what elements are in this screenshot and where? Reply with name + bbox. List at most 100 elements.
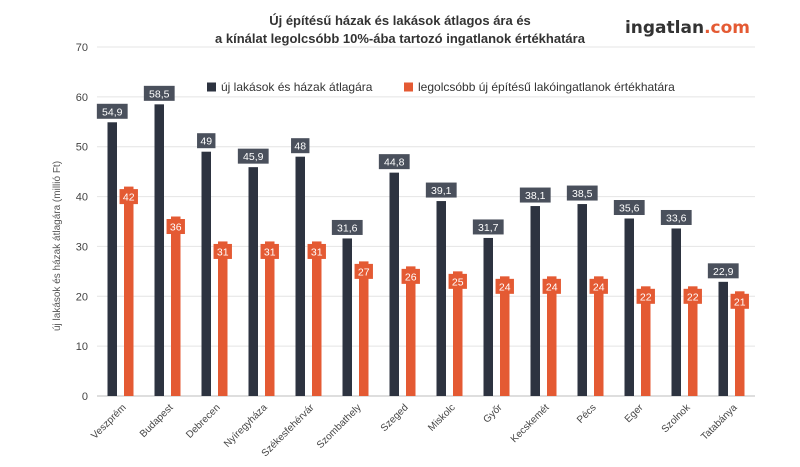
data-label: 21 (730, 293, 749, 309)
legend-swatch (404, 82, 413, 92)
bar-cheapest-threshold (688, 286, 698, 396)
chart-title-line-2: a kínálat legolcsóbb 10%-ába tartozó ing… (215, 31, 586, 46)
bars (107, 104, 745, 396)
data-label: 24 (589, 278, 608, 294)
legend-label: új lakások és házak átlagára (221, 80, 373, 94)
data-label-text: 44,8 (384, 157, 405, 169)
bar-cheapest-threshold (312, 241, 322, 396)
data-label: 36 (166, 219, 185, 235)
bar-average-price (483, 237, 493, 396)
data-label-text: 38,1 (525, 190, 546, 202)
bar-average-price (154, 104, 164, 396)
x-tick-label: Veszprém (89, 402, 128, 441)
data-label-box (378, 154, 410, 170)
x-tick-label: Budapest (138, 402, 176, 440)
data-label-text: 24 (593, 281, 605, 293)
y-axis: 0 10 20 30 40 50 60 70 (76, 42, 88, 403)
data-label-box (636, 288, 655, 304)
bar-average-price (671, 228, 681, 396)
chart-title: Új építésű házak és lakások átlagos ára … (215, 13, 586, 46)
bar-average-price (295, 156, 305, 396)
data-label-box (425, 182, 457, 198)
data-label: 24 (542, 278, 561, 294)
data-label-text: 54,9 (102, 106, 123, 118)
data-label-text: 25 (452, 276, 464, 288)
data-label-text: 38,5 (572, 188, 593, 200)
data-label: 22 (683, 288, 702, 304)
data-label-box (260, 243, 279, 259)
x-axis: Veszprém Budapest Debrecen NyíregyházaSzéke… (89, 402, 740, 460)
data-label: 44,8 (378, 154, 410, 170)
brand-logo-name: ingatlan (625, 18, 704, 38)
data-label: 58,5 (143, 85, 175, 101)
data-label-text: 26 (405, 271, 417, 283)
x-tick-label: Nyíregyháza (222, 402, 270, 450)
data-label-box (448, 273, 467, 289)
bar-average-price (436, 201, 446, 396)
bar-average-price (248, 167, 258, 396)
bar-cheapest-threshold (594, 276, 604, 396)
data-label-text: 48 (294, 141, 306, 153)
x-tick-label: Szombathely (315, 402, 364, 451)
x-tick-label: Debrecen (184, 402, 222, 440)
bar-average-price (577, 204, 587, 396)
x-tick-label: Szeged (379, 402, 411, 434)
x-tick-label: Miskolc (426, 402, 457, 433)
bar-average-price (107, 122, 117, 396)
gridlines (97, 46, 755, 397)
bar-cheapest-threshold (735, 291, 745, 396)
data-label-box (495, 278, 514, 294)
data-label-text: 58,5 (149, 88, 170, 100)
legend-item: új lakások és házak átlagára (207, 80, 373, 94)
data-label: 42 (119, 189, 138, 205)
data-label-text: 33,6 (666, 212, 687, 224)
data-label-text: 39,1 (431, 185, 452, 197)
x-tick-label: Szolnok (660, 402, 694, 436)
data-label-text: 21 (734, 296, 746, 308)
data-label-text: 24 (499, 281, 511, 293)
data-label-text: 31 (311, 246, 323, 258)
bar-cheapest-threshold (124, 186, 134, 396)
data-label: 26 (401, 268, 420, 284)
data-label-text: 42 (123, 192, 135, 204)
legend-item: legolcsóbb új építésű lakóingatlanok ért… (404, 80, 675, 94)
data-label-text: 45,9 (243, 151, 264, 163)
data-label: 38,5 (566, 185, 598, 201)
data-label-box (519, 187, 551, 203)
data-label-text: 24 (546, 281, 558, 293)
data-label-box (331, 219, 363, 235)
y-tick-label: 40 (76, 192, 88, 204)
data-label: 33,6 (660, 209, 692, 225)
data-label-text: 35,6 (619, 203, 640, 215)
bar-cheapest-threshold (218, 241, 228, 396)
y-tick-label: 70 (76, 42, 88, 54)
data-label: 45,9 (237, 148, 269, 164)
data-label-box (613, 200, 645, 216)
bar-average-price (342, 238, 352, 396)
x-tick-label: Pécs (575, 402, 599, 426)
data-label-box (707, 263, 739, 279)
x-tick-label: Tatabánya (699, 402, 740, 443)
bar-cheapest-threshold (453, 271, 463, 396)
chart-title-line-1: Új építésű házak és lakások átlagos ára … (269, 13, 531, 28)
y-tick-label: 20 (76, 291, 88, 303)
data-label-box (683, 288, 702, 304)
y-tick-label: 0 (82, 391, 88, 403)
x-tick-label: Győr (482, 402, 506, 426)
data-label-box (96, 103, 128, 119)
data-label-box (589, 278, 608, 294)
data-label-text: 22 (640, 291, 652, 303)
data-label: 27 (354, 263, 373, 279)
data-label: 39,1 (425, 182, 457, 198)
data-label: 22 (636, 288, 655, 304)
data-label-text: 22,9 (713, 266, 734, 278)
data-label: 49 (197, 133, 216, 149)
data-label-box (197, 133, 216, 149)
data-label-text: 36 (170, 222, 182, 234)
data-label: 38,1 (519, 187, 551, 203)
brand-logo: ingatlan.com (625, 18, 750, 38)
data-label: 31,6 (331, 219, 363, 235)
data-label: 31,7 (472, 219, 504, 235)
data-label: 31 (260, 243, 279, 259)
data-label: 31 (307, 243, 326, 259)
